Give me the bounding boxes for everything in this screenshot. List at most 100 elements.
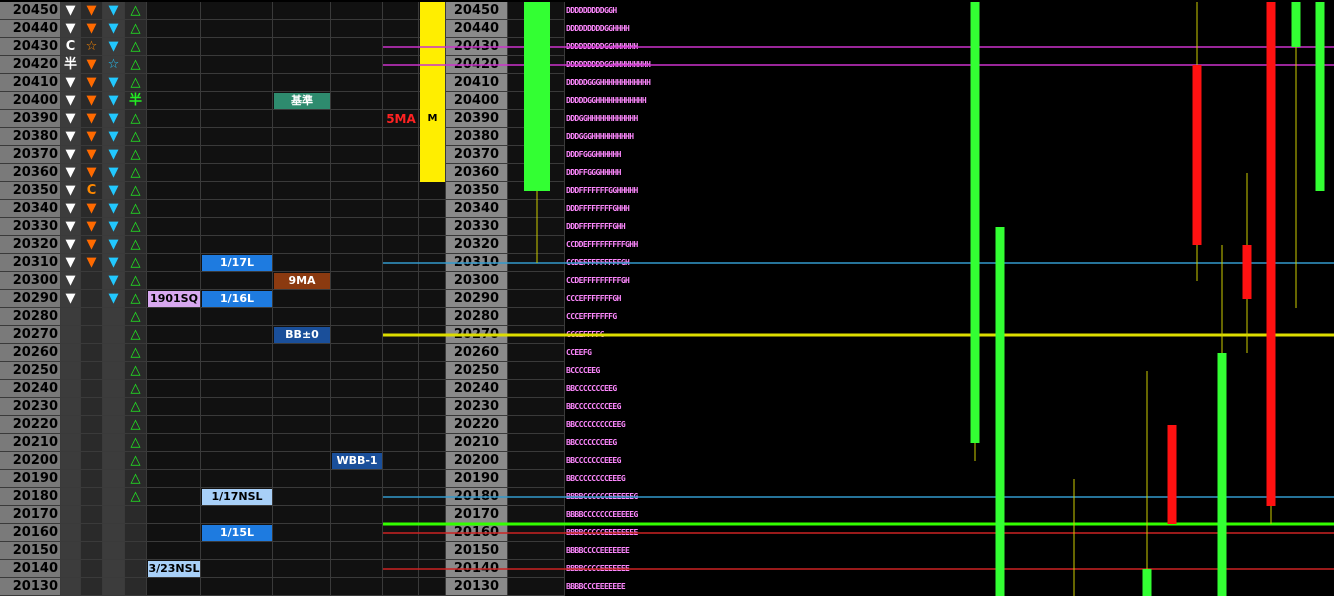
price-label: 20290 [446, 290, 508, 308]
indicator-col4: △ [125, 488, 147, 506]
grid-cell [508, 272, 565, 290]
indicator-col3: ▼ [103, 164, 125, 182]
price-label: 20440 [446, 20, 508, 38]
price-label: 20360 [0, 164, 61, 182]
grid-cell [331, 56, 383, 74]
indicator-col3 [103, 488, 125, 506]
tpo-letters: DDDFGGGHHHHHH [566, 150, 621, 159]
grid-cell [273, 308, 331, 326]
grid-cell [419, 434, 446, 452]
price-label: 20350 [0, 182, 61, 200]
indicator-col4 [125, 506, 147, 524]
grid-cell [508, 542, 565, 560]
tpo-letters: BBCCCCCCCCEEG [566, 402, 621, 411]
indicator-col4: △ [125, 110, 147, 128]
level-label: 1/17L [202, 255, 272, 271]
indicator-col2: ▼ [81, 2, 103, 20]
grid-cell [147, 416, 201, 434]
price-label: 20410 [446, 74, 508, 92]
tpo-letters: DDDFFFFFFFGGHHHHH [566, 186, 638, 195]
grid-cell [147, 326, 201, 344]
grid-cell [383, 416, 419, 434]
grid-cell [147, 182, 201, 200]
grid-cell [419, 182, 446, 200]
indicator-col1: ▼ [61, 92, 81, 110]
price-label: 20200 [0, 452, 61, 470]
indicator-col4: △ [125, 290, 147, 308]
indicator-col4: △ [125, 182, 147, 200]
grid-cell [201, 128, 273, 146]
grid-cell [383, 308, 419, 326]
candle-body [1315, 2, 1325, 191]
grid-cell [147, 362, 201, 380]
candle-body [1167, 425, 1177, 524]
grid-cell [331, 200, 383, 218]
price-row: 20150 20150 BBBBCCCCEEEEEEE [0, 542, 1334, 560]
grid-cell [383, 380, 419, 398]
price-label: 20380 [446, 128, 508, 146]
indicator-col3: ▼ [103, 2, 125, 20]
indicator-col4: △ [125, 452, 147, 470]
price-row: 20330 ▼ ▼ ▼ △ 20330 DDDFFFFFFFFGHH [0, 218, 1334, 236]
indicator-col2: ▼ [81, 146, 103, 164]
indicator-col1: C [61, 38, 81, 56]
indicator-col2 [81, 488, 103, 506]
price-row: 20280 △ 20280 CCCEFFFFFFFG [0, 308, 1334, 326]
grid-cell [273, 236, 331, 254]
grid-cell [508, 344, 565, 362]
indicator-col1: ▼ [61, 182, 81, 200]
grid-cell [331, 506, 383, 524]
price-label: 20380 [0, 128, 61, 146]
grid-cell [201, 542, 273, 560]
price-label: 20170 [0, 506, 61, 524]
grid-cell [147, 218, 201, 236]
indicator-col2 [81, 344, 103, 362]
indicator-col1: ▼ [61, 164, 81, 182]
grid-cell [383, 290, 419, 308]
indicator-col2 [81, 308, 103, 326]
grid-cell [383, 398, 419, 416]
tpo-letters: CCCEFFFFFFFGH [566, 294, 621, 303]
grid-cell [201, 38, 273, 56]
grid-cell [383, 452, 419, 470]
grid-cell [331, 74, 383, 92]
grid-cell [331, 542, 383, 560]
tpo-letters: DDDFFGGGHHHHH [566, 168, 621, 177]
tpo-letters: DDDGGGHHHHHHHHHH [566, 132, 634, 141]
indicator-col4: △ [125, 218, 147, 236]
indicator-col3 [103, 398, 125, 416]
grid-cell [201, 434, 273, 452]
indicator-col3: ▼ [103, 254, 125, 272]
indicator-col3 [103, 542, 125, 560]
grid-cell [331, 254, 383, 272]
price-label: 20280 [0, 308, 61, 326]
tpo-letters: BBCCCCCCCCCEEG [566, 420, 626, 429]
grid-cell [201, 272, 273, 290]
indicator-col4: △ [125, 56, 147, 74]
grid-cell [419, 290, 446, 308]
grid-cell [201, 56, 273, 74]
grid-cell [419, 344, 446, 362]
indicator-col2 [81, 380, 103, 398]
candle-body [524, 2, 550, 191]
level-label: 1901SQ [148, 291, 200, 307]
candle [1142, 371, 1152, 596]
level-label: 1/15L [202, 525, 272, 541]
indicator-col1 [61, 452, 81, 470]
grid-cell [331, 362, 383, 380]
candle-body [1217, 353, 1227, 596]
grid-cell [147, 20, 201, 38]
grid-cell [201, 362, 273, 380]
grid-cell [147, 128, 201, 146]
indicator-col2: ▼ [81, 164, 103, 182]
grid-cell [201, 416, 273, 434]
grid-cell [419, 236, 446, 254]
grid-cell [419, 542, 446, 560]
indicator-col3: ▼ [103, 182, 125, 200]
level-label: 3/23NSL [148, 561, 200, 577]
grid-cell [147, 470, 201, 488]
price-row: 20210 △ 20210 BBCCCCCCCEEG [0, 434, 1334, 452]
price-label: 20420 [0, 56, 61, 74]
price-label: 20250 [446, 362, 508, 380]
price-label: 20390 [446, 110, 508, 128]
